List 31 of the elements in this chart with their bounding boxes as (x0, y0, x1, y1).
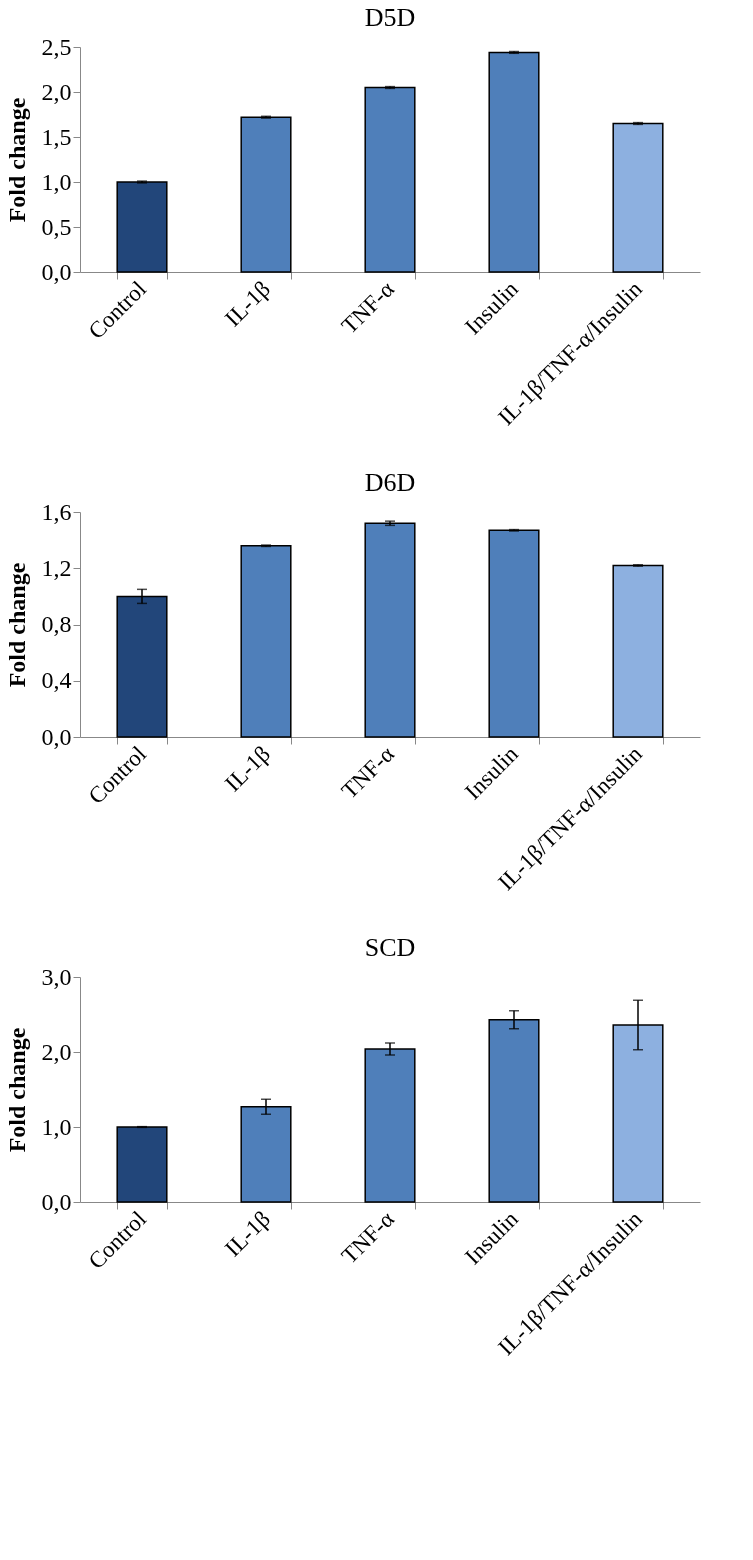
y-tick-label: 2,0 (41, 1038, 72, 1065)
y-tick-label: 2,0 (41, 78, 72, 105)
y-axis-title: Fold change (3, 1027, 30, 1153)
y-tick-label: 0,0 (41, 258, 72, 285)
bar (240, 545, 292, 738)
y-tick-label: 1,0 (41, 168, 72, 195)
bar (364, 86, 416, 273)
bar (116, 181, 168, 273)
bar (488, 51, 540, 273)
bar (612, 564, 664, 738)
y-tick-label: 1,0 (41, 1113, 72, 1140)
y-tick-label: 1,5 (41, 123, 72, 150)
y-tick-label: 0,5 (41, 213, 72, 240)
y-axis-title: Fold change (3, 562, 30, 688)
y-tick-label: 0,0 (41, 723, 72, 750)
chart-title: SCD (364, 933, 416, 962)
y-tick-label: 1,2 (41, 554, 72, 581)
y-tick-label: 1,6 (41, 498, 72, 525)
y-tick-label: 3,0 (41, 963, 72, 990)
y-tick-label: 0,0 (41, 1188, 72, 1215)
y-axis-title: Fold change (3, 97, 30, 223)
y-tick-label: 0,8 (41, 611, 72, 637)
y-tick-label: 0,4 (41, 667, 72, 694)
y-tick-label: 2,5 (41, 33, 72, 60)
bar (364, 522, 416, 738)
chart-title: D5D (364, 3, 416, 32)
bar (116, 1126, 168, 1203)
chart-title: D6D (364, 468, 416, 497)
bar (240, 116, 292, 273)
bar (612, 122, 664, 273)
bar (488, 529, 540, 738)
